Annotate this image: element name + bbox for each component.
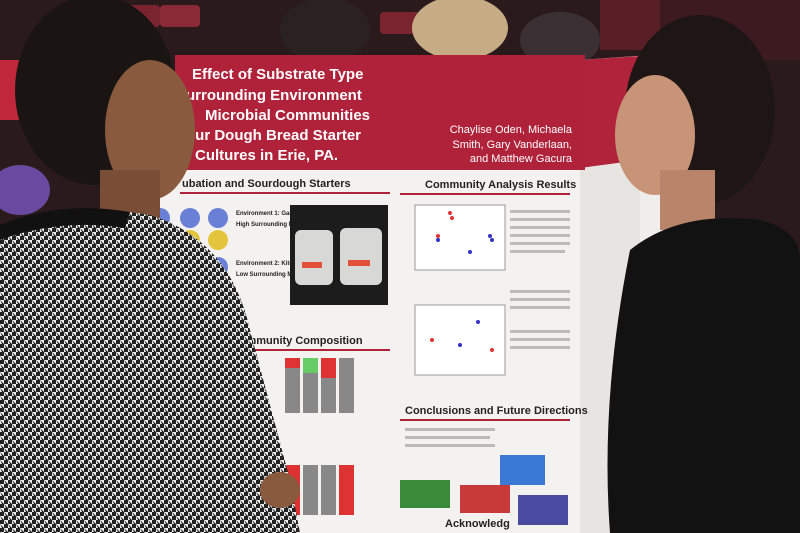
author: and Matthew Gacura (470, 153, 573, 165)
poster-title: Microbial Communities (205, 107, 370, 124)
section-header: ubation and Sourdough Starters (182, 178, 351, 190)
section-header: h Community Composition (222, 335, 363, 347)
author: Chaylise Oden, Michaela (450, 124, 573, 136)
poster-title: our Dough Bread Starter (186, 127, 361, 144)
env-label: Environment 2: Kitchen (236, 261, 304, 267)
poster-title: urrounding Environment (186, 87, 362, 104)
person-right (607, 15, 800, 533)
env-label: High Surrounding Microbial Diversity (236, 222, 343, 228)
poster-title: Effect of Substrate Type (192, 66, 363, 83)
jar-label (348, 260, 370, 266)
env-label: Environment 1: Garden (236, 211, 303, 217)
section-header: Community Analysis Results (425, 179, 576, 191)
person-head (520, 12, 600, 68)
jar-label (302, 262, 322, 268)
poster-header (175, 55, 585, 170)
scatter-plot (414, 204, 506, 376)
person-head (412, 0, 508, 60)
person-left (0, 0, 300, 533)
poster-title: Cultures in Erie, PA. (195, 147, 338, 164)
jar (295, 230, 333, 285)
section-header: Conclusions and Future Directions (405, 405, 588, 417)
author: Smith, Gary Vanderlaan, (452, 139, 572, 151)
text-block (405, 210, 570, 447)
jar (340, 228, 382, 285)
env-label: Low Surrounding Microbial Diversity (236, 272, 341, 278)
thumbnails (400, 455, 568, 525)
section-header: Acknowledg (445, 518, 510, 530)
person-head (280, 0, 370, 62)
